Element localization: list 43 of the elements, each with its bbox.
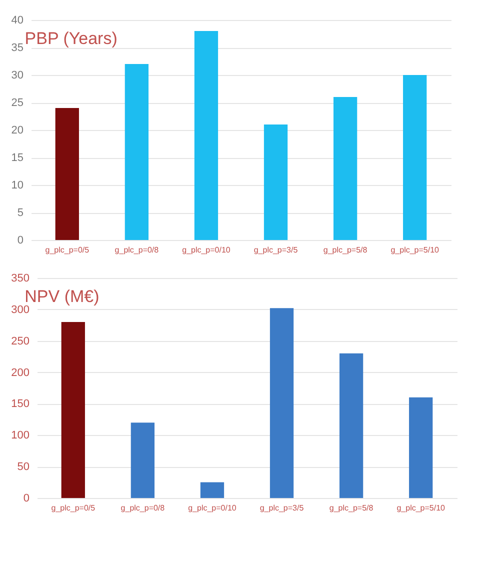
y-tick-label: 25 <box>11 97 24 109</box>
y-tick-label: 150 <box>11 398 30 410</box>
text: NPV (M€) <box>24 287 100 306</box>
bar <box>124 64 149 240</box>
x-tick-label: g_plc_p=3/5 <box>260 504 304 512</box>
y-tick-label: 300 <box>11 304 30 316</box>
y-tick-label: 100 <box>11 430 30 442</box>
x-tick-label: g_plc_p=0/10 <box>182 246 231 254</box>
x-tick-label: g_plc_p=0/8 <box>120 504 166 512</box>
x-tick-label: g_plc_p=0/10 <box>188 504 237 512</box>
y-tick-label: 50 <box>17 461 30 474</box>
y-tick-label: 35 <box>11 42 24 54</box>
y-tick-label: 350 <box>11 272 30 284</box>
y-tick-label: 30 <box>11 70 24 82</box>
y-tick-label: 40 <box>11 14 24 26</box>
x-tick-label: g_plc_p=5/10 <box>390 246 440 254</box>
y-tick-label: 0 <box>23 492 30 504</box>
bar <box>270 308 294 498</box>
bar <box>200 482 224 498</box>
y-tick-label: 0 <box>17 234 24 246</box>
bar <box>264 124 288 240</box>
y-tick-label: 15 <box>11 152 24 164</box>
bar <box>409 397 433 498</box>
x-tick-label: g_plc_p=5/10 <box>396 504 446 512</box>
x-tick-label: g_plc_p=0/5 <box>45 246 90 254</box>
bar <box>61 322 85 498</box>
y-tick-label: 5 <box>17 207 24 219</box>
y-tick-label: 10 <box>11 180 24 192</box>
bar <box>55 108 79 240</box>
bar <box>130 422 155 498</box>
x-tick-label: g_plc_p=3/5 <box>254 246 298 254</box>
x-tick-label: g_plc_p=0/8 <box>114 246 160 254</box>
bar <box>403 75 427 240</box>
bar <box>339 353 364 498</box>
y-tick-label: 250 <box>11 335 30 348</box>
x-tick-label: g_plc_p=5/8 <box>329 504 374 512</box>
text: PBP (Years) <box>24 29 118 48</box>
x-tick-label: g_plc_p=0/5 <box>51 504 96 512</box>
y-tick-label: 20 <box>11 124 24 136</box>
x-tick-label: g_plc_p=5/8 <box>323 246 368 254</box>
bar <box>194 31 218 240</box>
bar <box>333 97 358 240</box>
y-tick-label: 200 <box>11 366 30 379</box>
